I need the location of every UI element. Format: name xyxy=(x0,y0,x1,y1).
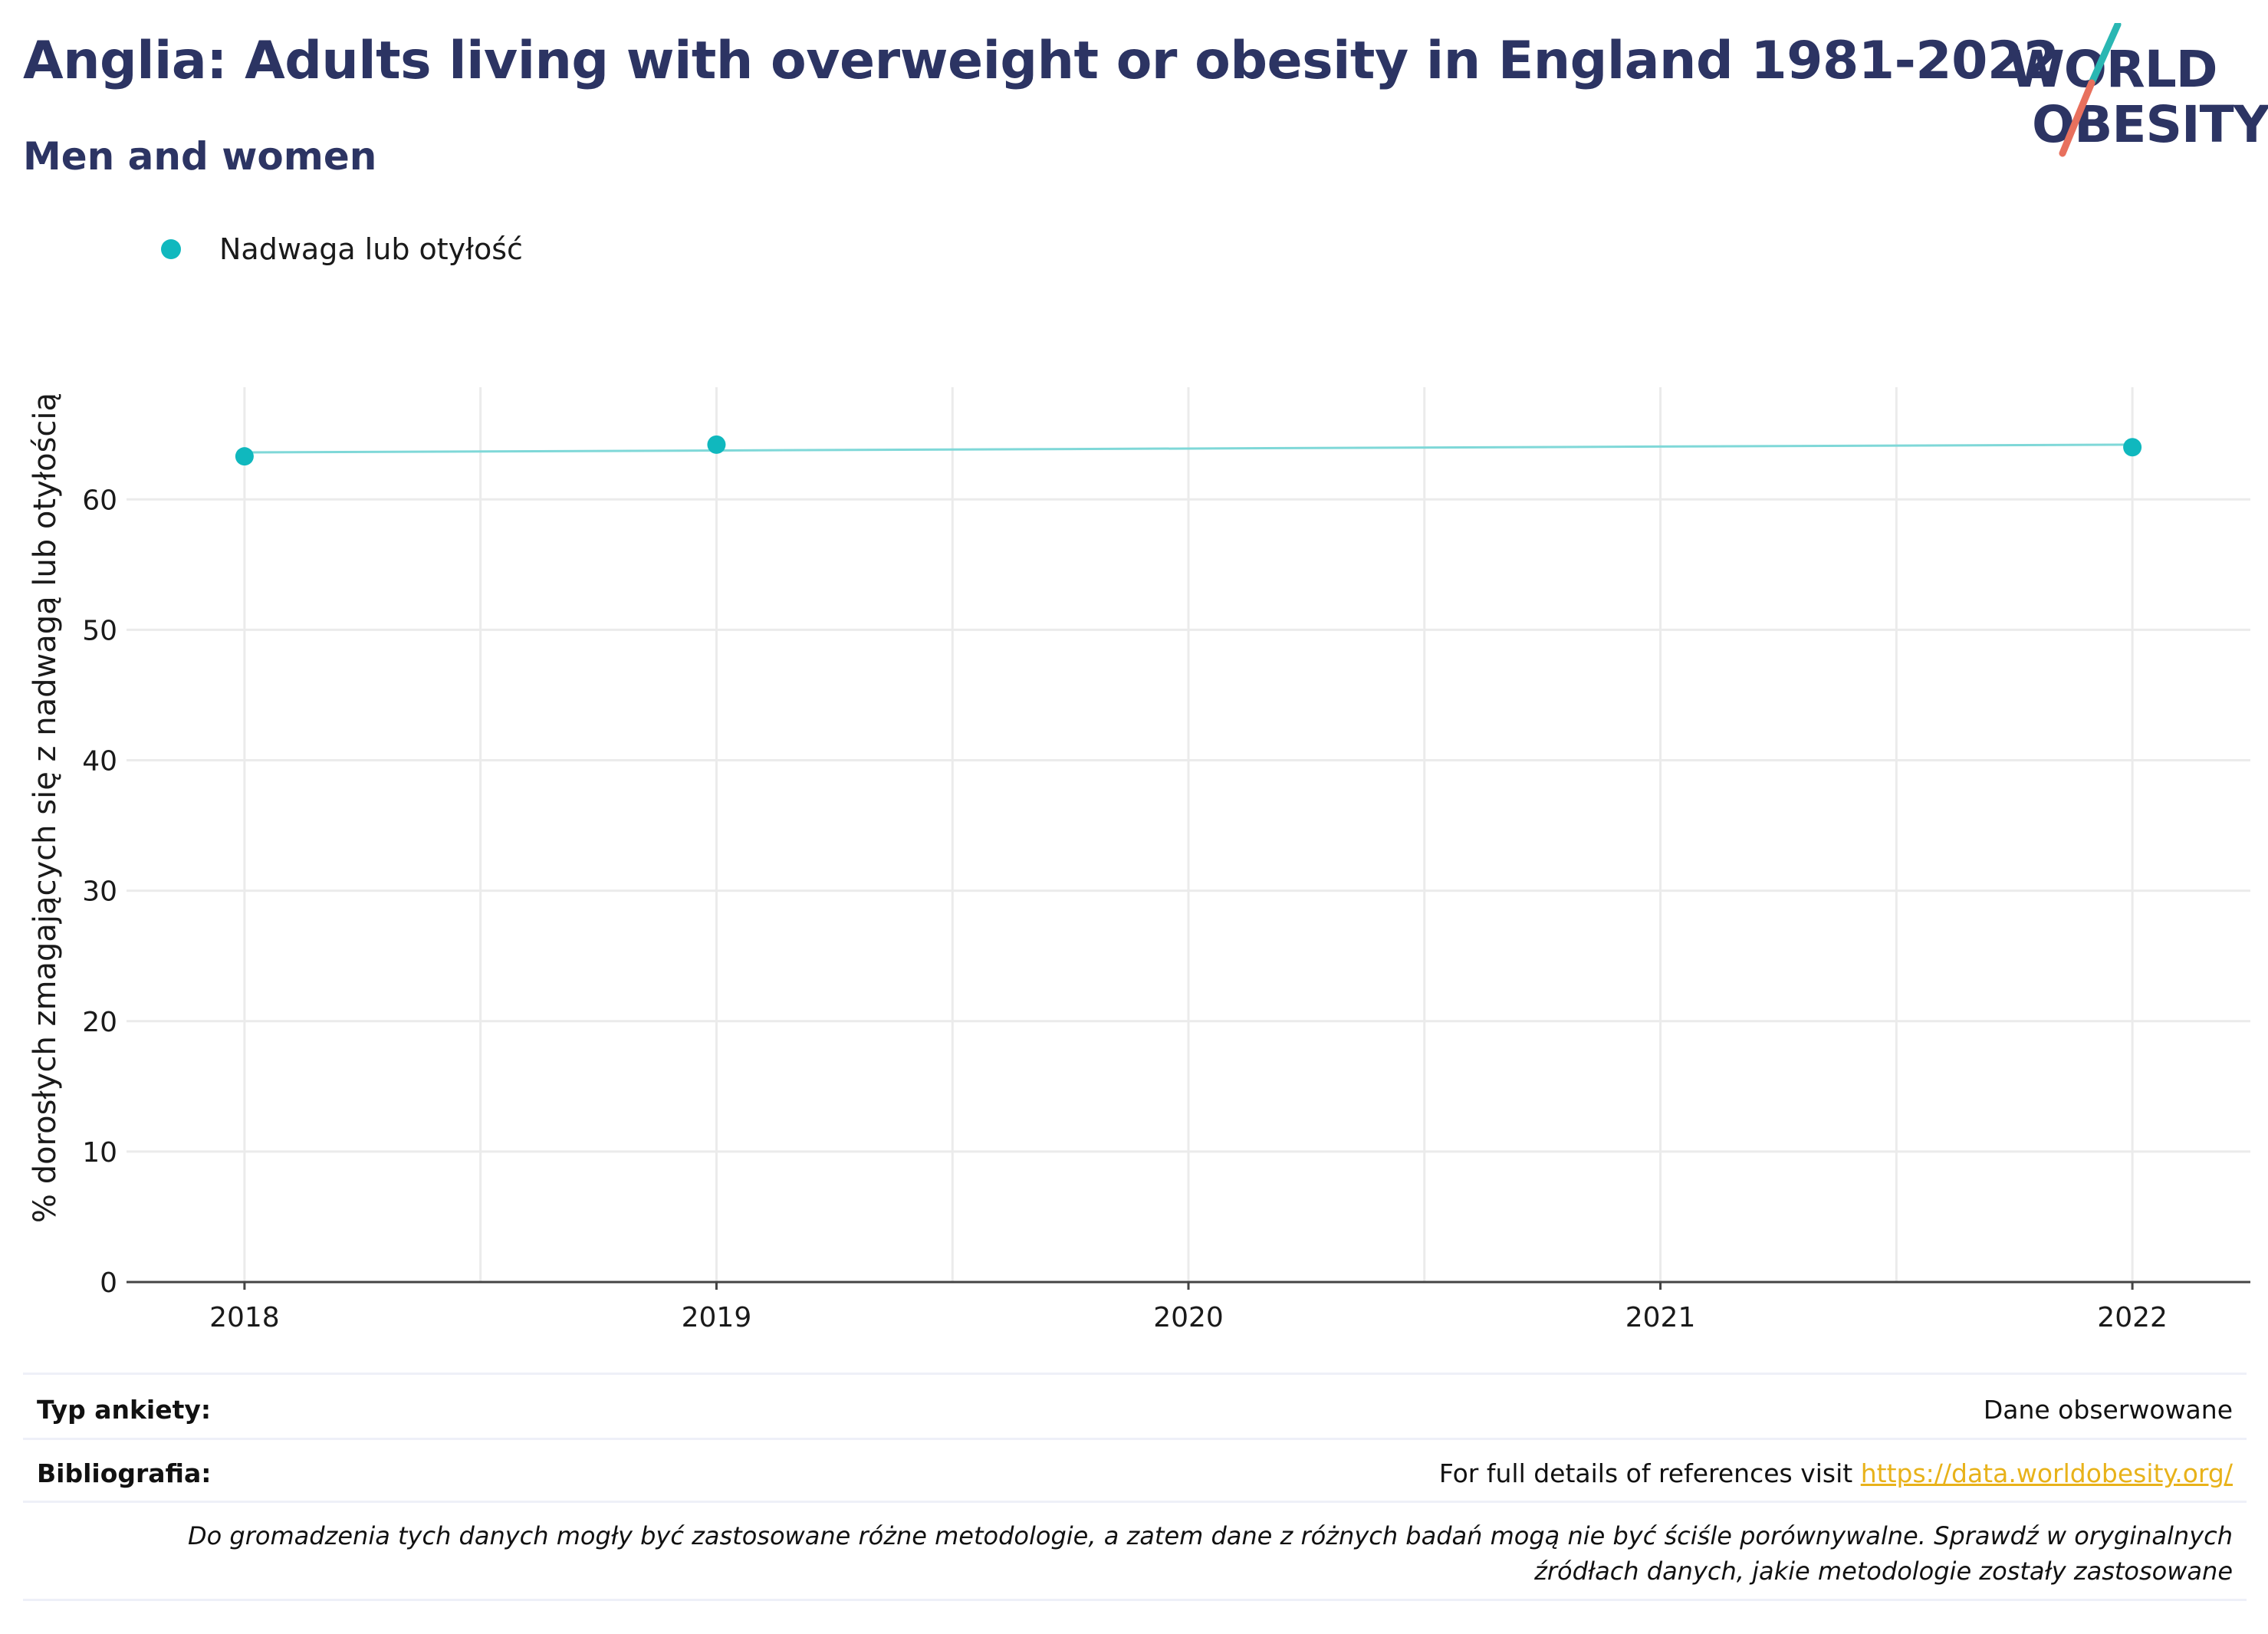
y-tick-label: 30 xyxy=(82,876,117,908)
axes xyxy=(127,1281,2250,1290)
y-tick-label: 50 xyxy=(82,615,117,646)
bibliography-row: Bibliografia: For full details of refere… xyxy=(23,1438,2247,1503)
grid-lines xyxy=(127,387,2250,1282)
chart-title: Anglia: Adults living with overweight or… xyxy=(23,31,2059,91)
y-tick-label: 0 xyxy=(100,1267,117,1299)
data-points xyxy=(235,435,2142,466)
x-tick-label: 2018 xyxy=(209,1302,280,1333)
legend[interactable]: Nadwaga lub otyłość xyxy=(161,230,523,268)
survey-row: Typ ankiety: Dane obserwowane xyxy=(23,1373,2247,1440)
y-tick-label: 60 xyxy=(82,485,117,516)
trend-line xyxy=(244,443,2133,454)
y-tick-label: 40 xyxy=(82,746,117,778)
bibliography-link[interactable]: https://data.worldobesity.org/ xyxy=(1860,1458,2233,1488)
y-axis-title: % dorosłych zmagających się z nadwagą lu… xyxy=(28,393,63,1223)
x-tick-label: 2020 xyxy=(1153,1302,1224,1333)
data-point xyxy=(235,447,254,466)
chart-subtitle: Men and women xyxy=(23,134,377,179)
legend-label: Nadwaga lub otyłość xyxy=(219,232,523,266)
y-tick-label: 10 xyxy=(82,1137,117,1169)
legend-marker xyxy=(161,239,181,259)
survey-type-label: Typ ankiety: xyxy=(37,1395,212,1425)
bibliography-text: For full details of references visit xyxy=(1438,1458,1853,1488)
footer-bottom-rule xyxy=(23,1599,2247,1601)
survey-type-value: Dane obserwowane xyxy=(1983,1395,2233,1425)
trend-line-path xyxy=(244,443,2133,454)
axis-labels: 0 10 20 30 40 50 60 2018 2019 2020 2021 2022 % doros… xyxy=(28,393,2168,1333)
logo-slash-icon xyxy=(2059,23,2122,157)
x-tick-label: 2021 xyxy=(1625,1302,1696,1333)
methodology-note: Do gromadzenia tych danych mogły być zas… xyxy=(188,1521,2233,1586)
methodology-row: Do gromadzenia tych danych mogły być zas… xyxy=(23,1501,2247,1601)
x-tick-label: 2019 xyxy=(682,1302,752,1333)
y-tick-label: 20 xyxy=(82,1007,117,1038)
bibliography-label: Bibliografia: xyxy=(37,1458,212,1488)
logo-line-1: WORLD xyxy=(2009,40,2218,99)
data-point xyxy=(707,435,726,454)
world-obesity-logo: WORLD OBESITY xyxy=(2001,23,2268,161)
line-chart: 0 10 20 30 40 50 60 2018 2019 2020 2021 2022 % doros… xyxy=(28,387,2250,1333)
bibliography-value: For full details of references visit htt… xyxy=(1439,1458,2233,1488)
x-tick-label: 2022 xyxy=(2097,1302,2168,1333)
data-point xyxy=(2123,438,2142,457)
